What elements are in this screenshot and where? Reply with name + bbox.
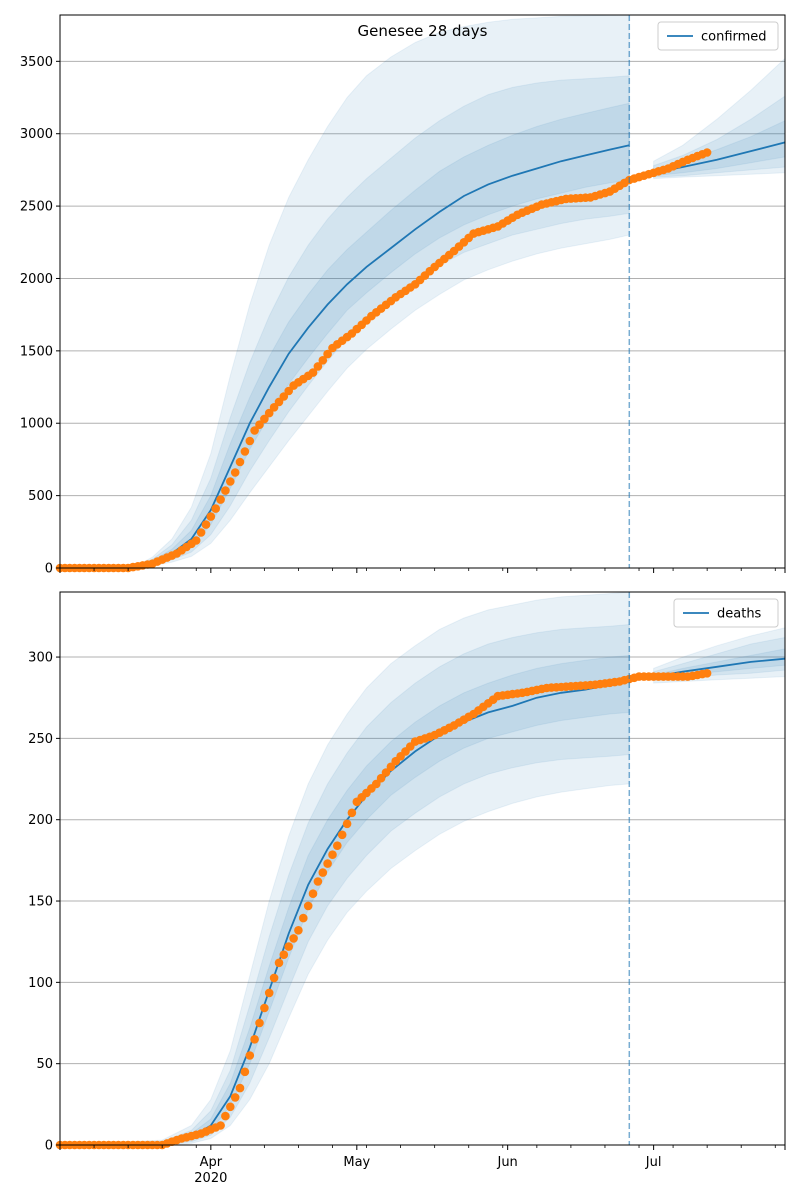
observed-point bbox=[196, 528, 206, 537]
observed-point bbox=[264, 408, 274, 418]
observed-point bbox=[303, 901, 313, 911]
deaths-panel: 0 50 100 150 200 250 300 Apr 2020 May Jun Jul deat… bbox=[28, 591, 786, 1186]
y-tick-label: 0 bbox=[45, 562, 53, 577]
y-tick-label: 250 bbox=[28, 732, 53, 747]
observed-point bbox=[313, 877, 323, 886]
observed-point bbox=[226, 1102, 235, 1112]
observed-point bbox=[245, 436, 255, 446]
observed-point bbox=[255, 1018, 264, 1028]
observed-point bbox=[240, 447, 250, 456]
observed-point bbox=[333, 841, 342, 850]
observed-point bbox=[308, 368, 318, 377]
observed-point bbox=[376, 773, 386, 783]
observed-point bbox=[294, 926, 303, 935]
observed-point bbox=[260, 414, 269, 424]
x-tick-label-line: 2020 bbox=[194, 1171, 227, 1186]
observed-point bbox=[299, 913, 308, 923]
observed-point bbox=[230, 468, 240, 477]
observed-point bbox=[381, 768, 391, 777]
observed-point bbox=[289, 934, 298, 943]
observed-point bbox=[255, 420, 264, 430]
observed-point bbox=[269, 973, 279, 983]
observed-point bbox=[308, 889, 318, 898]
x-tick-label: May bbox=[343, 1155, 370, 1170]
observed-point bbox=[221, 486, 230, 495]
y-tick-label: 100 bbox=[28, 976, 53, 991]
observed-point bbox=[250, 1035, 259, 1044]
y-tick-label: 2000 bbox=[20, 272, 53, 287]
observed-point bbox=[230, 1093, 240, 1102]
observed-point bbox=[279, 950, 289, 959]
observed-point bbox=[235, 457, 245, 467]
observed-point bbox=[260, 1003, 269, 1013]
legend-box bbox=[673, 598, 779, 628]
observed-point bbox=[264, 988, 274, 998]
observed-point bbox=[342, 819, 352, 829]
y-tick-label: 300 bbox=[28, 651, 53, 666]
observed-point bbox=[226, 477, 235, 486]
observed-point bbox=[221, 1111, 230, 1121]
observed-point bbox=[206, 512, 216, 521]
observed-point bbox=[191, 536, 201, 545]
observed-point bbox=[328, 850, 337, 859]
y-tick-label: 0 bbox=[45, 1139, 53, 1154]
y-tick-label: 3500 bbox=[20, 55, 53, 70]
legend-label-confirmed: confirmed bbox=[701, 30, 767, 45]
legend-label-deaths: deaths bbox=[717, 607, 762, 622]
confirmed-legend: confirmed bbox=[657, 21, 779, 51]
observed-point bbox=[240, 1067, 250, 1077]
x-tick-label: Jun bbox=[496, 1155, 517, 1170]
observed-point bbox=[216, 495, 225, 504]
confirmed-observed-points bbox=[55, 148, 712, 573]
x-tick-label-line: Jun bbox=[496, 1155, 517, 1170]
uncertainty-band-q10-q90 bbox=[59, 623, 630, 1146]
observed-point bbox=[347, 808, 357, 818]
observed-point bbox=[201, 520, 211, 529]
y-tick-label: 50 bbox=[36, 1057, 53, 1072]
y-tick-label: 150 bbox=[28, 895, 53, 910]
y-tick-label: 1000 bbox=[20, 417, 53, 432]
deaths-plot-frame bbox=[59, 591, 786, 1146]
x-tick-label: Apr 2020 bbox=[194, 1155, 227, 1186]
x-tick-label-line: Jul bbox=[645, 1155, 662, 1170]
confirmed-x-axis bbox=[59, 568, 786, 573]
observed-point bbox=[323, 349, 332, 359]
observed-point bbox=[702, 148, 712, 157]
confirmed-panel: 0 500 1000 1500 2000 2500 3000 3500 Genesee 28 … bbox=[20, 14, 786, 577]
y-tick-label: 200 bbox=[28, 813, 53, 828]
confirmed-plot-frame bbox=[59, 14, 786, 569]
observed-point bbox=[245, 1051, 255, 1060]
observed-point bbox=[323, 859, 332, 868]
x-tick-label: Jul bbox=[645, 1155, 662, 1170]
y-tick-label: 500 bbox=[28, 489, 53, 504]
x-tick-label-line: May bbox=[343, 1155, 370, 1170]
deaths-legend: deaths bbox=[673, 598, 779, 628]
x-tick-label-line: Apr bbox=[200, 1155, 223, 1170]
observed-point bbox=[386, 762, 396, 772]
observed-point bbox=[313, 362, 323, 371]
deaths-y-axis: 0 50 100 150 200 250 300 bbox=[28, 651, 60, 1154]
observed-point bbox=[211, 504, 220, 513]
y-tick-label: 2500 bbox=[20, 200, 53, 215]
chart-title: Genesee 28 days bbox=[358, 22, 488, 40]
observed-point bbox=[279, 392, 289, 401]
observed-point bbox=[274, 958, 284, 968]
observed-point bbox=[284, 942, 294, 951]
observed-point bbox=[337, 830, 347, 840]
observed-point bbox=[318, 356, 328, 365]
deaths-observed-points bbox=[55, 669, 712, 1150]
observed-point bbox=[372, 779, 381, 789]
observed-point bbox=[702, 669, 712, 678]
y-tick-label: 1500 bbox=[20, 344, 53, 359]
observed-point bbox=[318, 868, 328, 877]
legend-box bbox=[657, 21, 779, 51]
observed-point bbox=[216, 1121, 225, 1130]
observed-point bbox=[235, 1083, 245, 1093]
deaths-x-axis: Apr 2020 May Jun Jul bbox=[59, 1145, 786, 1186]
confirmed-y-axis: 0 500 1000 1500 2000 2500 3000 3500 bbox=[20, 55, 60, 577]
y-tick-label: 3000 bbox=[20, 127, 53, 142]
observed-point bbox=[250, 426, 259, 435]
